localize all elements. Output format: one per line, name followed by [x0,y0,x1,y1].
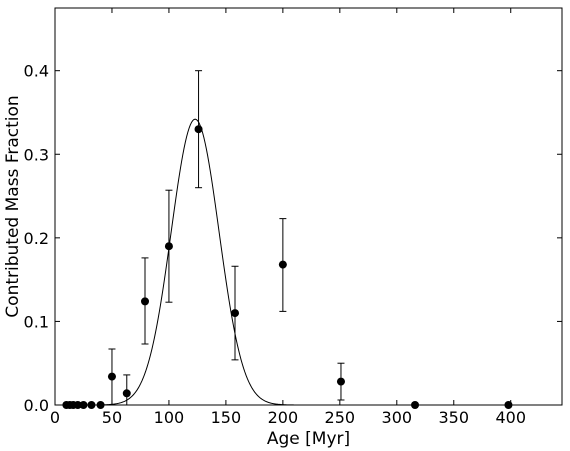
x-tick-label: 200 [268,408,299,427]
y-tick-label: 0.1 [24,312,49,331]
x-tick-label: 100 [154,408,185,427]
x-tick-label: 350 [438,408,469,427]
x-tick-label: 400 [495,408,526,427]
data-point [231,309,240,318]
data-point [141,297,150,306]
plot-frame [54,7,563,406]
x-axis-label: Age [Myr] [267,429,350,449]
data-point [278,260,287,269]
data-point [336,377,345,386]
x-tick-label: 50 [102,408,122,427]
data-point [164,242,173,251]
y-tick-label: 0.2 [24,229,49,248]
data-point [122,389,131,398]
x-tick-label: 150 [211,408,242,427]
data-point [194,125,203,134]
y-tick-label: 0.3 [24,145,49,164]
y-tick-label: 0.4 [24,62,49,81]
x-ticks: 0 50 100 150 200 250 300 350 400 [50,8,526,427]
x-tick-label: 250 [325,408,356,427]
x-tick-label: 0 [50,408,60,427]
y-tick-label: 0.0 [24,396,49,415]
data-point [107,372,116,381]
x-tick-label: 300 [382,408,413,427]
y-ticks: 0.0 0.1 0.2 0.3 0.4 [24,62,562,415]
y-axis-label: Contributed Mass Fraction [3,95,23,317]
